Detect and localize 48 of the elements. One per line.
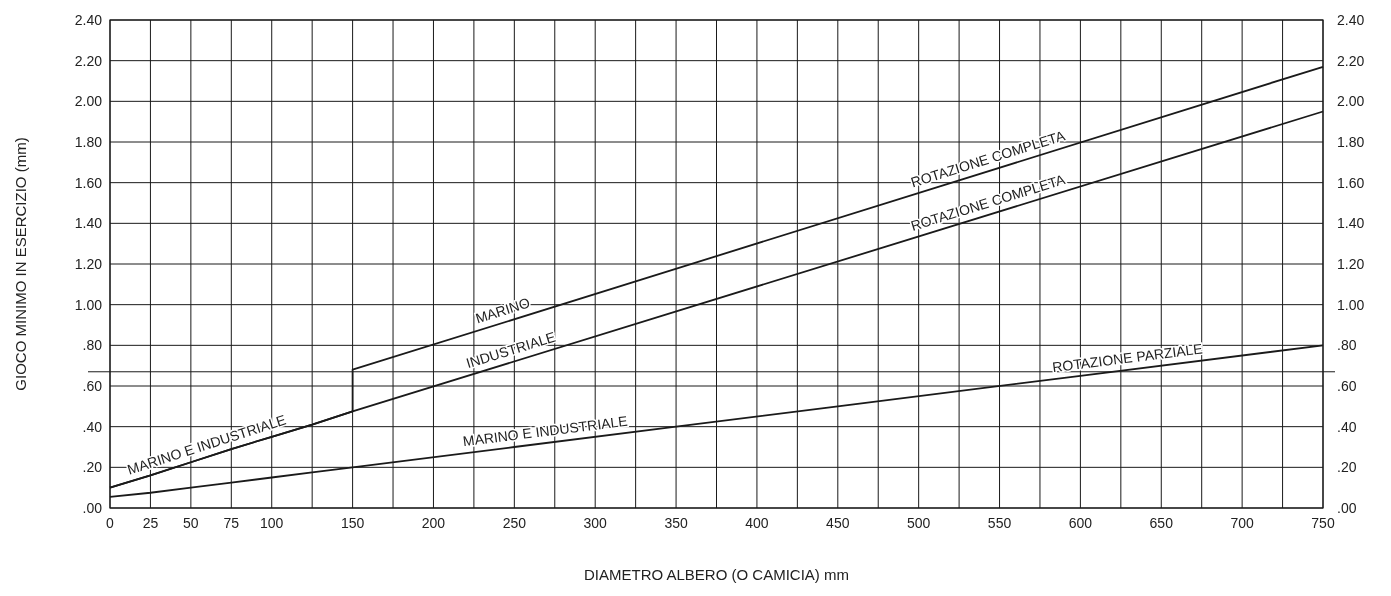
y-tick-label: .20: [82, 459, 103, 476]
y-tick-label: 1.60: [74, 174, 103, 191]
x-tick-label: 50: [183, 515, 199, 531]
y2-tick-label: .20: [1337, 459, 1357, 476]
y2-tick-label: 1.60: [1337, 174, 1365, 191]
y2-tick-label: 2.40: [1337, 11, 1365, 28]
x-tick-label: 400: [745, 515, 769, 531]
y-tick-label: .80: [82, 337, 103, 354]
x-tick-label: 650: [1149, 515, 1174, 531]
y-tick-label: 1.40: [74, 215, 103, 232]
y2-tick-label: .00: [1337, 499, 1357, 516]
x-tick-label: 700: [1230, 515, 1255, 531]
x-tick-label: 450: [826, 515, 850, 531]
x-tick-label: 500: [906, 515, 931, 531]
x-tick-label: 350: [664, 515, 688, 531]
x-tick-label: 600: [1068, 515, 1093, 531]
y2-tick-label: .60: [1337, 377, 1357, 394]
x-tick-label: 750: [1311, 515, 1335, 531]
y-axis-title: GIOCO MINIMO IN ESERCIZIO (mm): [12, 137, 29, 391]
y-tick-label: .40: [82, 418, 103, 435]
x-tick-label: 550: [987, 515, 1012, 531]
y2-tick-label: 1.20: [1337, 255, 1365, 272]
x-tick-label: 75: [223, 515, 240, 531]
y-tick-label: 1.00: [74, 296, 103, 313]
x-axis-title: DIAMETRO ALBERO (O CAMICIA) mm: [583, 566, 850, 583]
x-tick-label: 25: [142, 515, 159, 531]
y2-tick-label: 2.00: [1337, 93, 1365, 110]
y2-tick-label: 2.20: [1337, 52, 1365, 69]
annotation: MARINO E INDUSTRIALE: [461, 412, 629, 450]
y2-tick-label: 1.80: [1337, 133, 1365, 150]
y-tick-label: .60: [82, 377, 103, 394]
x-tick-label: 250: [502, 515, 527, 531]
y-tick-label: 2.00: [74, 93, 103, 110]
annotation: ROTAZIONE PARZIALE: [1051, 340, 1204, 376]
y-tick-label: .00: [82, 499, 103, 516]
y-tick-label: 1.20: [74, 255, 103, 272]
x-tick-label: 300: [583, 515, 608, 531]
x-tick-label: 200: [421, 515, 446, 531]
y2-tick-label: .40: [1337, 418, 1357, 435]
y2-tick-label: .80: [1337, 337, 1357, 354]
y-tick-label: 1.80: [74, 133, 103, 150]
y-tick-label: 2.20: [74, 52, 103, 69]
y2-tick-label: 1.00: [1337, 296, 1365, 313]
y-tick-label: 2.40: [74, 11, 103, 28]
y2-tick-label: 1.40: [1337, 215, 1365, 232]
x-tick-label: 0: [106, 515, 115, 531]
x-tick-label: 150: [340, 515, 365, 531]
x-tick-label: 100: [260, 515, 284, 531]
